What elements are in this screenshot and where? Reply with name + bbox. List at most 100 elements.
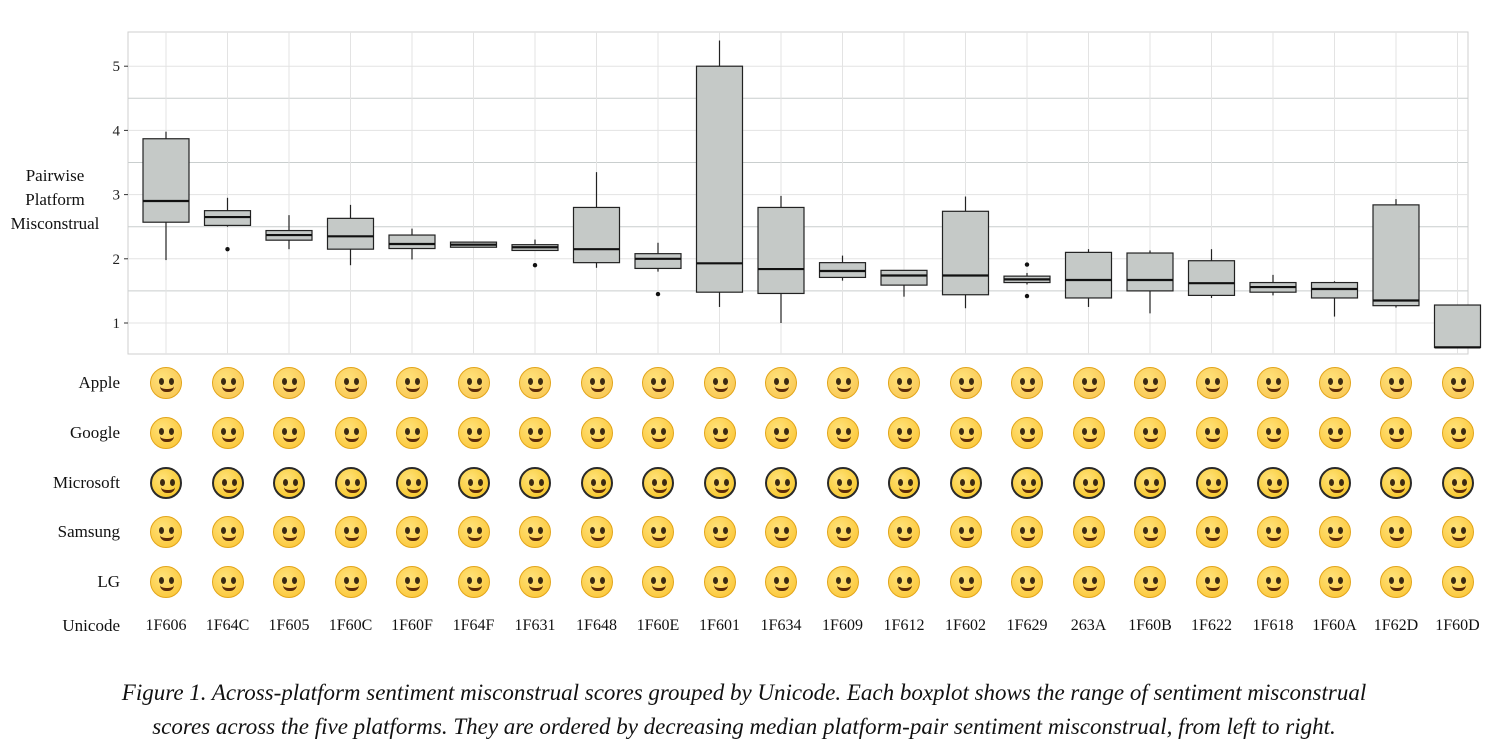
platform-label-microsoft: Microsoft xyxy=(52,473,120,492)
figure-caption-line-1: Figure 1. Across-platform sentiment misc… xyxy=(121,680,1367,705)
emoji-mouth xyxy=(529,386,543,392)
emoji-icon xyxy=(457,516,490,548)
emoji-eye xyxy=(662,479,667,486)
emoji-eye xyxy=(968,527,974,534)
emoji-icon xyxy=(1380,467,1412,499)
emoji-icon xyxy=(334,516,367,548)
emoji-icon xyxy=(1380,367,1412,399)
emoji-eye xyxy=(845,428,851,435)
y-axis-label: Pairwise Platform Misconstrual xyxy=(10,166,100,233)
emoji-mouth xyxy=(529,436,543,442)
emoji-mouth xyxy=(407,487,421,493)
boxplot-1F601 xyxy=(695,40,744,307)
boxplot-1F64C xyxy=(203,197,252,252)
emoji-eye xyxy=(907,527,912,534)
boxplot-263A xyxy=(1064,249,1113,307)
emoji-mouth xyxy=(775,585,789,591)
emoji-icon xyxy=(1380,516,1412,548)
emoji-mouth xyxy=(1390,436,1404,442)
emoji-mouth xyxy=(1022,487,1036,493)
emoji-icon xyxy=(273,367,305,399)
emoji-eye xyxy=(1020,577,1025,584)
emoji-eye xyxy=(652,479,657,486)
emoji-eye xyxy=(1276,378,1281,385)
emoji-eye xyxy=(1153,577,1158,584)
x-tick-label: 263A xyxy=(1070,617,1107,634)
emoji-eye xyxy=(538,577,543,584)
emoji-eye xyxy=(466,378,472,385)
boxplot-1F60C xyxy=(326,204,375,266)
emoji-mouth xyxy=(1082,535,1097,541)
emoji-eye xyxy=(230,378,236,385)
emoji-icon xyxy=(211,566,244,598)
emoji-icon xyxy=(1072,467,1105,499)
emoji-eye xyxy=(897,527,902,534)
emoji-eye xyxy=(1082,479,1088,486)
emoji-mouth xyxy=(899,487,913,493)
emoji-eye xyxy=(1337,527,1343,534)
emoji-eye xyxy=(1337,577,1343,584)
emoji-icon xyxy=(949,467,982,499)
emoji-icon xyxy=(580,516,613,548)
emoji-eye xyxy=(1091,577,1097,584)
emoji-eye xyxy=(774,577,779,584)
emoji-icon xyxy=(1257,367,1289,399)
platform-label-lg: LG xyxy=(97,572,120,591)
emoji-icon xyxy=(1011,467,1043,499)
emoji-mouth xyxy=(1021,535,1035,541)
emoji-eye xyxy=(1460,428,1466,435)
boxplot-1F622 xyxy=(1187,249,1236,298)
emoji-mouth xyxy=(283,535,297,541)
emoji-eye xyxy=(353,577,359,584)
emoji-eye xyxy=(651,378,656,385)
emoji-eye xyxy=(1389,577,1394,584)
boxplot-1F648 xyxy=(572,172,621,268)
emoji-eye xyxy=(169,378,174,385)
emoji-mouth xyxy=(529,535,543,541)
emoji-icon xyxy=(826,367,859,399)
emoji-icon xyxy=(519,367,551,399)
emoji-eye xyxy=(405,428,410,435)
box-iqr xyxy=(1372,204,1420,307)
emoji-eye xyxy=(220,428,226,435)
outlier-point xyxy=(1024,262,1030,267)
box-iqr xyxy=(572,206,621,264)
emoji-eye xyxy=(1460,577,1466,584)
emoji-eye xyxy=(835,577,841,584)
emoji-icon xyxy=(1318,417,1351,449)
emoji-icon xyxy=(334,467,367,499)
emoji-mouth xyxy=(652,535,666,541)
emoji-mouth xyxy=(1205,535,1220,541)
emoji-icon xyxy=(150,417,182,449)
box-iqr xyxy=(142,138,190,223)
emoji-eye xyxy=(1389,527,1394,534)
emoji-eye xyxy=(1461,479,1467,486)
emoji-eye xyxy=(599,428,605,435)
x-tick-label: 1F62D xyxy=(1373,617,1419,634)
x-tick-label: 1F60D xyxy=(1435,617,1480,634)
emoji-mouth xyxy=(959,436,974,442)
emoji-eye xyxy=(1153,527,1158,534)
emoji-eye xyxy=(467,479,473,486)
emoji-eye xyxy=(159,378,164,385)
emoji-icon xyxy=(396,516,428,548)
emoji-eye xyxy=(466,428,472,435)
emoji-mouth xyxy=(1451,585,1466,591)
emoji-eye xyxy=(1153,378,1158,385)
emoji-eye xyxy=(969,479,975,486)
emoji-mouth xyxy=(898,386,912,392)
emoji-mouth xyxy=(590,585,605,591)
emoji-mouth xyxy=(160,585,174,591)
x-tick-label: 1F618 xyxy=(1252,617,1294,634)
emoji-eye xyxy=(1215,479,1221,486)
emoji-mouth xyxy=(713,585,728,591)
emoji-eye xyxy=(1030,428,1035,435)
emoji-mouth xyxy=(590,386,605,392)
emoji-mouth xyxy=(529,585,543,591)
x-tick-label: 1F622 xyxy=(1191,617,1232,634)
emoji-eye xyxy=(1450,378,1456,385)
emoji-eye xyxy=(159,527,164,534)
y-axis: 1 2 3 4 5 xyxy=(113,59,128,332)
emoji-icon xyxy=(642,417,674,449)
emoji-icon xyxy=(703,467,736,499)
